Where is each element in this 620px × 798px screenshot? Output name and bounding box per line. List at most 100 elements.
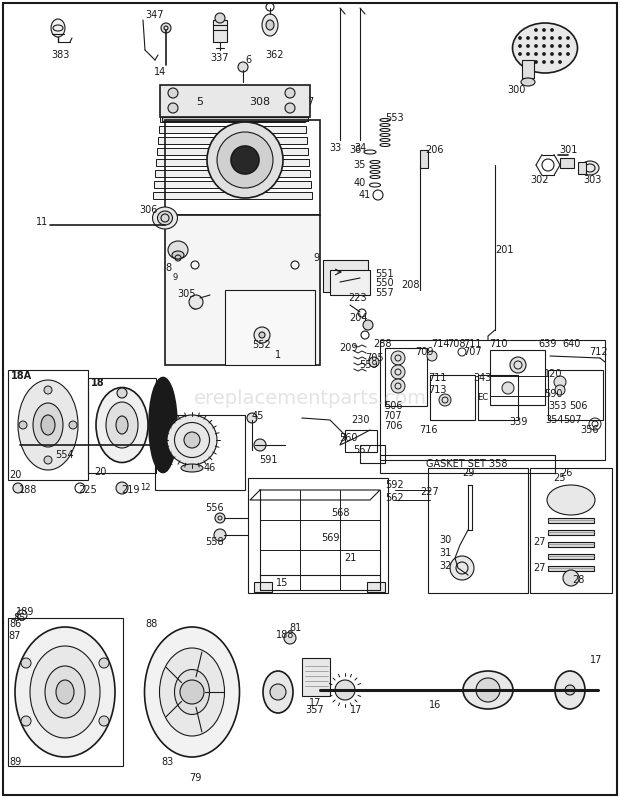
Circle shape xyxy=(168,103,178,113)
Text: 36: 36 xyxy=(349,145,361,155)
Text: 552: 552 xyxy=(252,340,272,350)
Ellipse shape xyxy=(33,403,63,447)
Circle shape xyxy=(21,658,31,668)
Text: 713: 713 xyxy=(428,385,446,395)
Ellipse shape xyxy=(172,251,184,259)
Text: 706: 706 xyxy=(384,421,402,431)
Circle shape xyxy=(555,385,565,395)
Ellipse shape xyxy=(149,377,177,472)
Text: 305: 305 xyxy=(178,289,197,299)
Text: 11: 11 xyxy=(36,217,48,227)
Text: 507: 507 xyxy=(563,415,582,425)
Circle shape xyxy=(207,122,283,198)
Ellipse shape xyxy=(144,627,239,757)
Circle shape xyxy=(518,45,521,48)
Text: 20: 20 xyxy=(9,470,21,480)
Circle shape xyxy=(69,421,77,429)
Ellipse shape xyxy=(15,627,115,757)
Text: 12: 12 xyxy=(140,484,150,492)
Text: 301: 301 xyxy=(559,145,577,155)
Text: 343: 343 xyxy=(474,373,492,383)
Text: 554: 554 xyxy=(56,450,74,460)
Text: 302: 302 xyxy=(531,175,549,185)
Circle shape xyxy=(238,62,248,72)
Text: 79: 79 xyxy=(189,773,201,783)
Circle shape xyxy=(369,357,379,367)
Circle shape xyxy=(551,45,554,48)
Text: 506: 506 xyxy=(569,401,587,411)
Bar xyxy=(302,658,330,696)
Ellipse shape xyxy=(30,646,100,738)
Text: 357: 357 xyxy=(306,705,324,715)
Text: 31: 31 xyxy=(439,548,451,558)
Text: 550: 550 xyxy=(376,278,394,288)
Text: 710: 710 xyxy=(489,339,507,349)
Bar xyxy=(522,60,534,78)
Circle shape xyxy=(391,351,405,365)
Circle shape xyxy=(284,632,296,644)
Ellipse shape xyxy=(116,416,128,434)
Bar xyxy=(428,468,528,593)
Circle shape xyxy=(189,295,203,309)
Circle shape xyxy=(215,513,225,523)
Text: 21: 21 xyxy=(344,553,356,563)
Text: 639: 639 xyxy=(539,339,557,349)
Text: 1: 1 xyxy=(275,350,281,360)
Circle shape xyxy=(259,332,265,338)
Ellipse shape xyxy=(18,380,78,470)
Text: 716: 716 xyxy=(418,425,437,435)
Text: 347: 347 xyxy=(146,10,164,20)
Text: 14: 14 xyxy=(154,67,166,77)
Circle shape xyxy=(19,421,27,429)
Bar xyxy=(159,126,306,133)
Circle shape xyxy=(567,45,570,48)
Bar xyxy=(380,340,605,460)
Circle shape xyxy=(44,386,52,394)
Bar xyxy=(155,415,245,490)
Text: 705: 705 xyxy=(366,353,384,363)
Bar xyxy=(367,582,385,592)
Ellipse shape xyxy=(181,464,203,472)
Text: 20: 20 xyxy=(94,467,106,477)
Text: 206: 206 xyxy=(426,145,445,155)
Bar xyxy=(213,20,227,42)
Bar xyxy=(345,430,377,452)
Text: 506: 506 xyxy=(384,401,402,411)
Text: 711: 711 xyxy=(428,373,446,383)
Text: 188: 188 xyxy=(19,485,37,495)
Text: 27: 27 xyxy=(534,563,546,573)
Circle shape xyxy=(551,37,554,39)
Circle shape xyxy=(554,376,566,388)
Circle shape xyxy=(99,658,109,668)
Bar xyxy=(8,370,88,480)
Circle shape xyxy=(427,351,437,361)
Text: 81: 81 xyxy=(289,623,301,633)
Ellipse shape xyxy=(174,670,210,714)
Bar xyxy=(88,378,156,473)
Circle shape xyxy=(270,684,286,700)
Ellipse shape xyxy=(266,20,274,30)
Bar xyxy=(160,115,305,122)
Bar xyxy=(548,542,594,547)
Text: 18A: 18A xyxy=(11,371,33,381)
Text: 337: 337 xyxy=(211,53,229,63)
Bar xyxy=(530,468,612,593)
Ellipse shape xyxy=(153,207,177,229)
Ellipse shape xyxy=(463,671,513,709)
Text: 17: 17 xyxy=(590,655,602,665)
Circle shape xyxy=(476,678,500,702)
Text: 9: 9 xyxy=(172,272,177,282)
Text: 708: 708 xyxy=(447,339,465,349)
Circle shape xyxy=(502,382,514,394)
Text: 592: 592 xyxy=(386,480,404,490)
Circle shape xyxy=(254,439,266,451)
Text: 560: 560 xyxy=(339,433,357,443)
Text: EC: EC xyxy=(477,393,489,402)
Text: 223: 223 xyxy=(348,293,367,303)
Bar xyxy=(548,518,594,523)
Text: 692: 692 xyxy=(156,457,174,467)
Text: 353: 353 xyxy=(549,401,567,411)
Bar xyxy=(478,375,518,420)
Bar xyxy=(548,554,594,559)
Bar xyxy=(225,290,315,365)
